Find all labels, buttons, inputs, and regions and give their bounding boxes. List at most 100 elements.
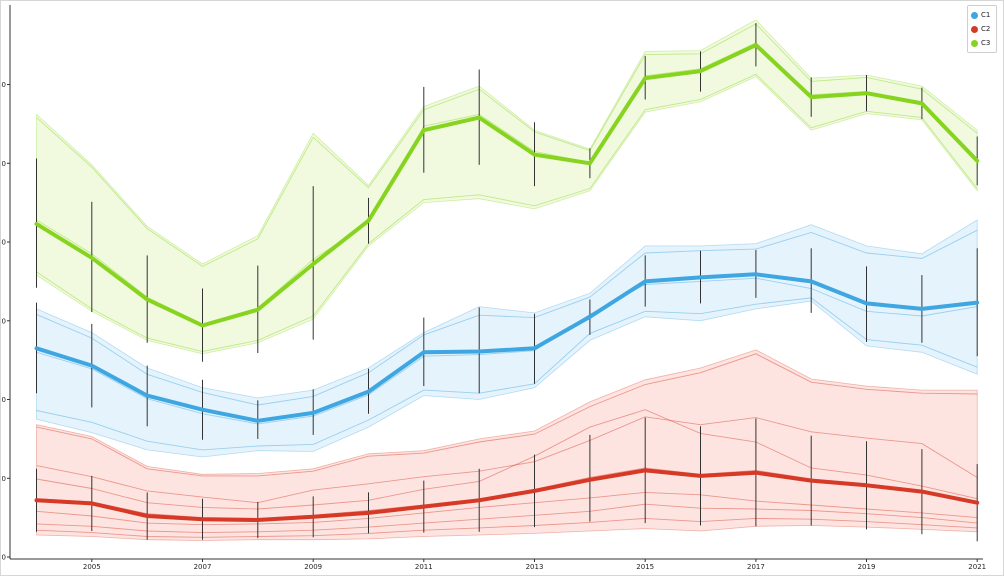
member-line-c2-3 — [36, 409, 978, 510]
data-point-c3-2009 — [311, 262, 315, 266]
legend-item-c2[interactable]: C2 — [971, 22, 993, 36]
legend-swatch-c3 — [971, 39, 978, 47]
data-point-c1-2014 — [588, 315, 592, 319]
member-line-c1-3 — [36, 297, 978, 451]
data-point-c3-2016 — [698, 69, 703, 73]
data-point-c3-2004 — [34, 222, 39, 226]
data-point-c2-2013 — [532, 489, 537, 493]
legend-label-c2: C2 — [981, 25, 991, 33]
legend-swatch-c1 — [971, 11, 978, 19]
data-point-c3-2020 — [920, 101, 924, 105]
data-point-c3-2014 — [588, 161, 592, 165]
y-tick-label-30: 30 — [1, 317, 6, 325]
mean-lines — [34, 43, 980, 522]
legend-item-c3[interactable]: C3 — [971, 36, 993, 50]
x-tick-label-2013: 2013 — [526, 563, 544, 571]
y-tick-label-50: 50 — [1, 160, 6, 168]
data-point-c3-2015 — [643, 76, 647, 80]
member-line-c2-6 — [36, 503, 978, 534]
data-point-c3-2006 — [145, 297, 149, 302]
member-line-c3-1 — [36, 23, 978, 267]
data-point-c1-2017 — [754, 272, 758, 276]
x-tick-label-2005: 2005 — [83, 563, 101, 571]
x-tick-label-2007: 2007 — [194, 563, 212, 571]
legend: C1 C2 C3 — [967, 5, 997, 53]
data-point-c3-2018 — [809, 95, 813, 99]
legend-label-c1: C1 — [981, 11, 991, 19]
data-point-c1-2019 — [864, 301, 869, 305]
data-point-c2-2016 — [698, 474, 703, 478]
data-point-c2-2008 — [256, 518, 260, 522]
data-point-c2-2014 — [588, 478, 592, 482]
data-point-c3-2011 — [422, 128, 426, 132]
data-point-c2-2004 — [34, 498, 39, 502]
mean-line-c2 — [34, 468, 980, 522]
data-point-c3-2005 — [90, 256, 94, 260]
x-tick-label-2011: 2011 — [415, 563, 433, 571]
legend-label-c3: C3 — [981, 39, 991, 47]
data-point-c2-2017 — [754, 471, 758, 475]
data-point-c2-2012 — [477, 498, 481, 502]
data-point-c2-2018 — [809, 479, 813, 483]
x-tick-label-2009: 2009 — [304, 563, 322, 571]
member-line-c1-2 — [36, 277, 978, 425]
legend-item-c1[interactable]: C1 — [971, 8, 993, 22]
data-point-c2-2015 — [643, 468, 647, 472]
data-point-c3-2010 — [366, 219, 371, 223]
axes: 0 10 20 30 40 50 60 2005 2007 2009 2011 2013 2015 201… — [1, 5, 986, 571]
data-point-c2-2007 — [200, 517, 205, 521]
legend-swatch-c2 — [971, 25, 978, 33]
mean-line-c1 — [34, 272, 980, 423]
y-tick-label-20: 20 — [1, 396, 6, 404]
data-point-c1-2013 — [532, 346, 537, 350]
member-line-c2-2 — [36, 416, 978, 504]
data-point-c2-2006 — [145, 514, 149, 518]
data-point-c3-2008 — [256, 308, 260, 312]
x-tick-label-2015: 2015 — [636, 563, 654, 571]
data-point-c1-2011 — [422, 350, 426, 354]
y-tick-label-60: 60 — [1, 81, 6, 89]
data-point-c2-2020 — [920, 490, 924, 494]
y-tick-label-0: 0 — [2, 554, 6, 562]
x-tick-label-2019: 2019 — [858, 563, 876, 571]
y-tick-label-10: 10 — [1, 475, 6, 483]
data-point-c2-2011 — [422, 505, 426, 509]
data-point-c3-2021 — [975, 159, 979, 163]
data-point-c1-2004 — [34, 346, 39, 350]
data-point-c1-2012 — [477, 349, 481, 354]
data-point-c1-2008 — [256, 419, 260, 423]
data-point-c3-2013 — [532, 153, 537, 157]
data-point-c2-2010 — [366, 511, 371, 515]
data-point-c1-2016 — [698, 275, 703, 279]
member-line-c2-1 — [36, 353, 978, 477]
data-point-c1-2009 — [311, 411, 315, 415]
mean-line-c3 — [34, 43, 980, 328]
data-point-c1-2021 — [975, 301, 979, 305]
data-point-c1-2018 — [809, 279, 813, 283]
y-tick-label-40: 40 — [1, 239, 6, 247]
confidence-bands — [36, 19, 978, 541]
data-point-c2-2021 — [975, 501, 979, 505]
data-point-c2-2009 — [311, 515, 315, 519]
data-point-c1-2015 — [643, 279, 647, 283]
band-c1 — [36, 219, 978, 458]
data-point-c3-2007 — [200, 323, 205, 328]
data-point-c1-2005 — [90, 364, 94, 368]
data-point-c3-2017 — [754, 43, 758, 47]
member-line-c2-5 — [36, 491, 978, 526]
data-point-c2-2019 — [864, 483, 869, 487]
data-point-c1-2007 — [200, 408, 205, 412]
member-line-c1-1 — [36, 229, 978, 406]
data-point-c3-2019 — [864, 91, 869, 95]
x-tick-label-2017: 2017 — [747, 563, 765, 571]
data-point-c1-2010 — [366, 390, 371, 394]
data-point-c2-2005 — [90, 501, 94, 505]
member-line-c2-7 — [36, 517, 978, 538]
data-point-c1-2006 — [145, 394, 149, 398]
member-line-c3-3 — [36, 73, 978, 352]
x-tick-label-2021: 2021 — [968, 563, 986, 571]
data-point-c3-2012 — [477, 116, 481, 120]
data-point-c1-2020 — [920, 307, 924, 311]
